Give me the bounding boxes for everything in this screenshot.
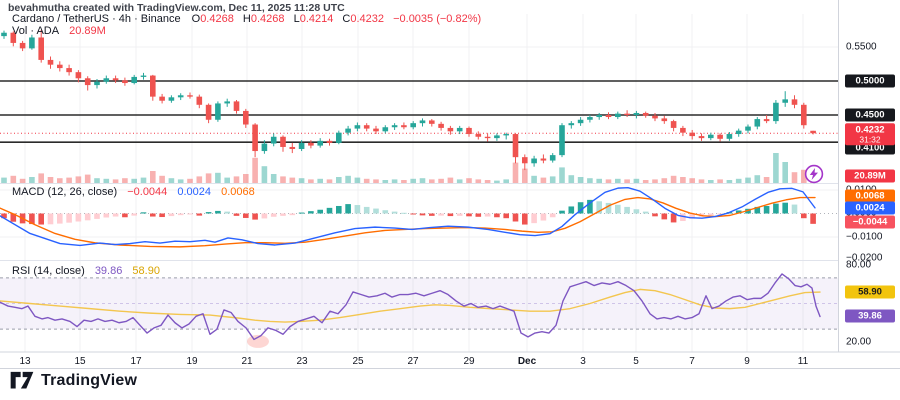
tradingview-chart-window: bevahmutha created with TradingView.com,… bbox=[0, 0, 900, 400]
chart-canvas[interactable] bbox=[0, 0, 900, 400]
